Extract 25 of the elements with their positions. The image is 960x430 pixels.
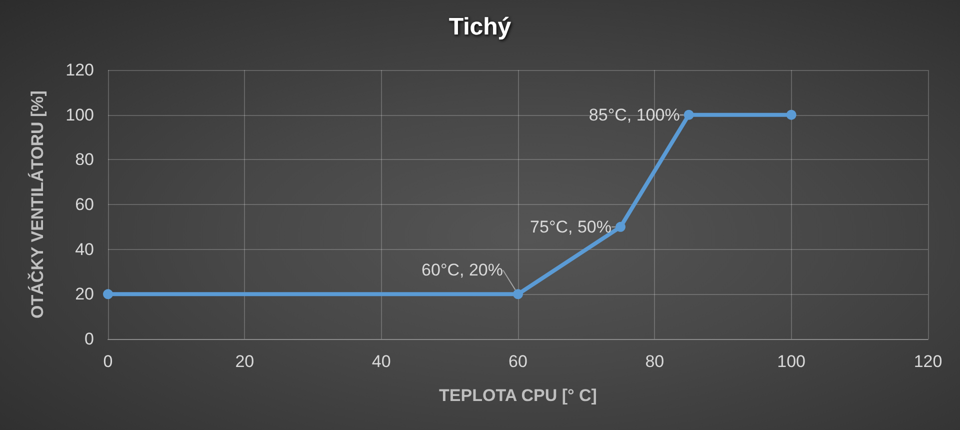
annotation: 60°C, 20% <box>422 260 503 280</box>
x-tick-label: 0 <box>103 352 113 371</box>
y-tick-label: 40 <box>75 240 94 259</box>
x-tick-label: 80 <box>645 352 664 371</box>
y-tick-label: 120 <box>66 60 94 80</box>
y-tick-label: 20 <box>75 284 94 304</box>
y-tick-label: 0 <box>84 330 94 348</box>
point <box>616 222 626 232</box>
y-axis-title: OTÁČKY VENTILÁTORU [%] <box>27 90 47 318</box>
y-tick-label: 80 <box>75 150 94 170</box>
x-axis-title: TEPLOTA CPU [° C] <box>439 386 597 405</box>
x-tick-label: 60 <box>508 352 528 371</box>
x-tick-label: 40 <box>372 352 391 371</box>
y-tick-label: 60 <box>75 195 94 214</box>
point <box>684 110 694 120</box>
point <box>513 289 523 300</box>
annotation: 85°C, 100% <box>588 105 680 124</box>
annotation: 75°C, 50% <box>530 217 612 236</box>
point <box>786 110 796 120</box>
x-tick-label: 20 <box>235 352 254 371</box>
point <box>103 289 113 300</box>
x-tick-label: 100 <box>777 352 806 371</box>
x-tick-label: 120 <box>914 352 942 371</box>
y-tick-label: 100 <box>66 105 94 124</box>
chart-title: Tichý <box>448 14 512 40</box>
